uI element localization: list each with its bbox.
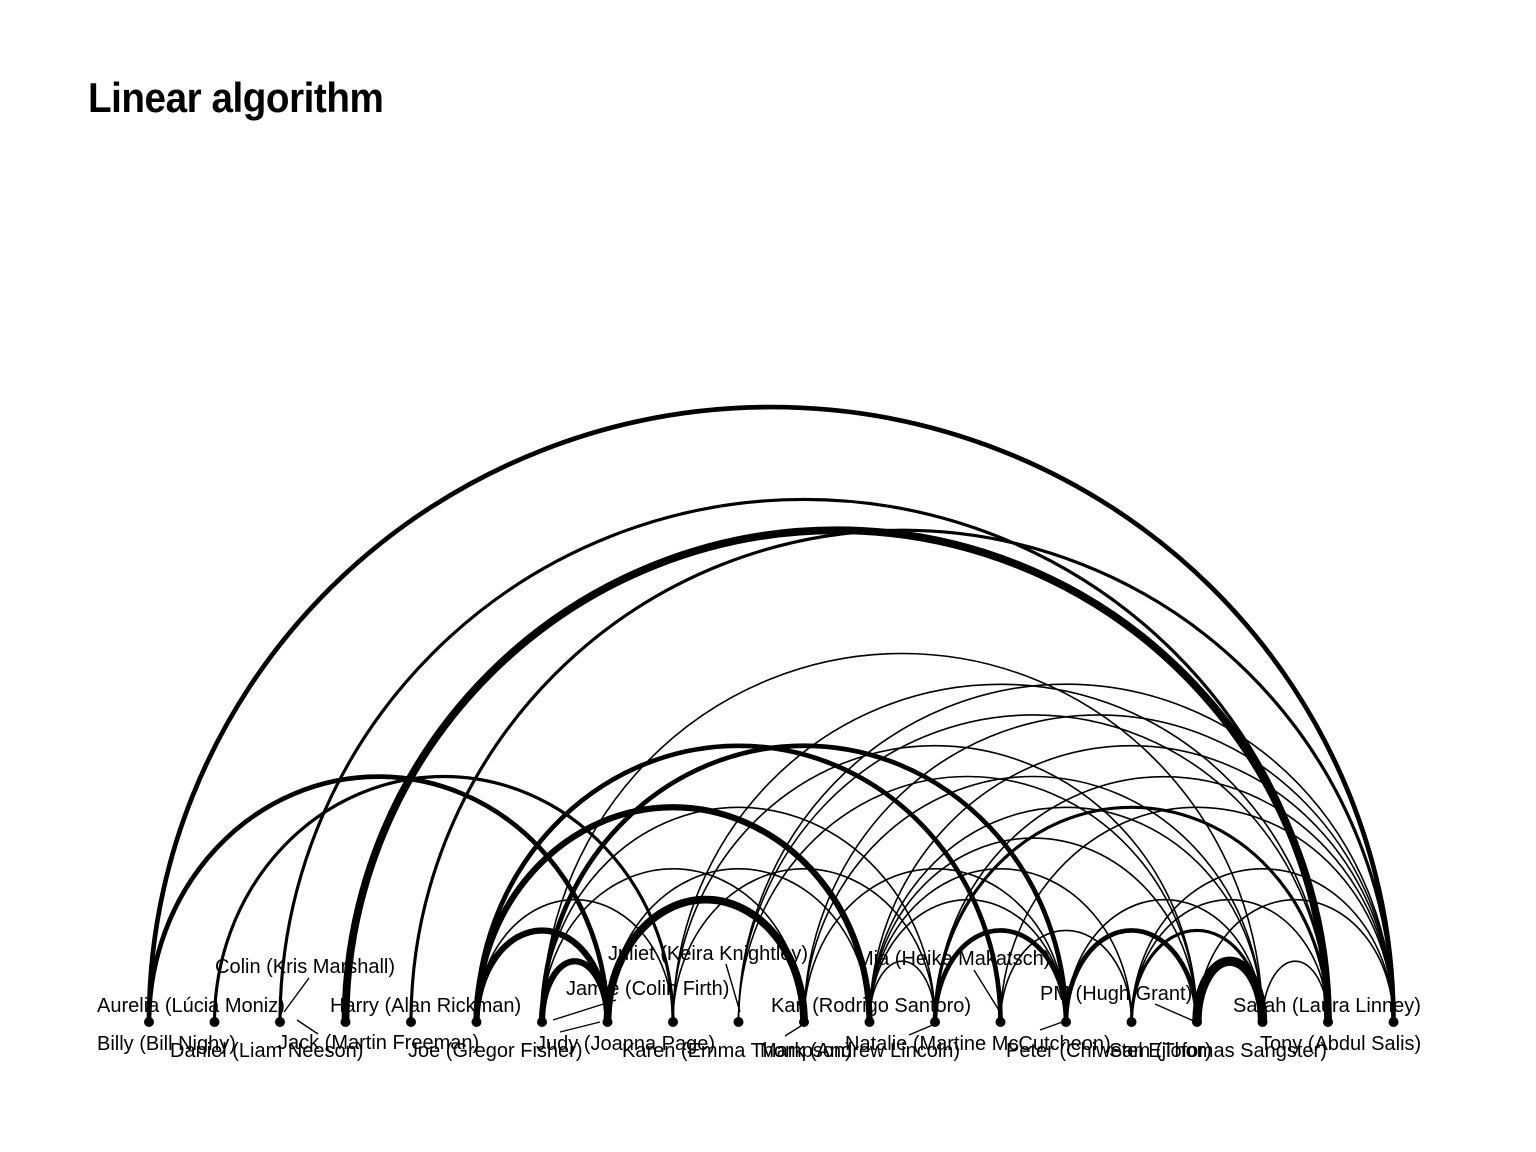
edge-arc-billy-tony (146, 404, 1396, 1023)
node-karen (799, 1017, 809, 1027)
node-label-peter: Peter (Chiwetel Ejiofor) (1006, 1040, 1212, 1062)
edge-arc-joe-sam (541, 652, 1264, 1023)
node-label-tony: Tony (Abdul Salis) (1260, 1033, 1421, 1055)
node-peter (1126, 1017, 1137, 1027)
edge-arc-judy-sarah (672, 683, 1329, 1023)
node-judy (668, 1017, 678, 1027)
node-harry (471, 1017, 482, 1027)
edge-arc-karl-pm (868, 837, 1198, 1023)
label-leader-layer (283, 963, 1197, 1037)
node-joe (537, 1017, 547, 1027)
edge-arc-judy-pm (672, 745, 1198, 1023)
node-aurelia (209, 1017, 220, 1027)
node-label-mia: Mia (Heike Makatsch) (857, 948, 1050, 970)
node-juliet (733, 1017, 744, 1027)
edge-arc-mark-natalie (932, 928, 1069, 1023)
label-leader-colin (283, 977, 310, 1013)
label-leader-jack (296, 1019, 319, 1035)
edge-arc-mark-tony (934, 775, 1395, 1023)
edge-arc-jack-tony (409, 528, 1396, 1023)
node-jamie (602, 1017, 613, 1027)
edge-arc-karen-tony (803, 714, 1395, 1023)
edge-arc-peter-tony (1130, 868, 1395, 1023)
node-label-joe: Joe (Gregor Fisher) (408, 1040, 583, 1062)
node-tony (1388, 1017, 1399, 1027)
node-layer (144, 1017, 1399, 1027)
edge-arc-mia-peter (999, 929, 1133, 1023)
node-label-billy: Billy (Bill Nighy) (97, 1033, 236, 1055)
label-leader-jamie (552, 999, 617, 1021)
edge-arc-peter-sarah (1130, 898, 1329, 1023)
edge-arc-karl-tony (868, 745, 1395, 1023)
node-label-judy: Judy (Joanna Page) (536, 1033, 715, 1055)
edge-arc-jamie-karen (603, 895, 808, 1023)
node-mia (995, 1017, 1006, 1027)
node-jack (406, 1017, 416, 1027)
node-label-juliet: Juliet (Keira Knightley) (608, 943, 808, 965)
node-label-sam: Sam (Thomas Sangster) (1109, 1040, 1327, 1062)
node-label-pm: PM (Hugh Grant) (1040, 983, 1192, 1005)
node-label-jack: Jack (Martin Freeman) (278, 1032, 479, 1054)
label-leader-sam (1154, 1003, 1197, 1023)
node-sarah (1323, 1017, 1333, 1027)
node-natalie (1061, 1017, 1071, 1027)
edge-arc-harry-judy (475, 898, 674, 1023)
node-label-aurelia: Aurelia (Lúcia Moniz) (97, 995, 285, 1017)
edge-arc-karl-peter (868, 868, 1133, 1023)
edge-arc-harry-mia (474, 743, 1003, 1023)
edge-arc-pm-sam (1192, 956, 1268, 1023)
edge-arc-daniel-sarah (341, 526, 1332, 1023)
label-leader-mark (784, 1023, 805, 1037)
edge-arc-mia-tony (999, 806, 1395, 1023)
edge-arc-natalie-sam (1065, 898, 1264, 1023)
label-leader-natalie (908, 1023, 936, 1036)
label-layer: Billy (Bill Nighy) Aurelia (Lúcia Moniz) C… (97, 943, 1421, 1062)
label-leader-juliet (725, 963, 741, 1013)
node-daniel (340, 1017, 351, 1027)
node-label-karen: Karen (Emma Thompson) (622, 1040, 852, 1062)
label-leader-judy (559, 1021, 601, 1033)
edge-arc-judy-mark (672, 868, 936, 1023)
edge-arc-juliet-pm (737, 775, 1198, 1023)
node-label-jamie: Jamie (Colin Firth) (566, 978, 729, 1000)
edge-arc-karl-mark (868, 960, 936, 1023)
node-label-mark: Mark (Andrew Lincoln) (760, 1040, 960, 1062)
edge-arc-joe-natalie (539, 743, 1069, 1023)
node-label-sarah: Sarah (Laura Linney) (1233, 995, 1421, 1017)
edge-arc-pm-tony (1196, 898, 1395, 1023)
node-pm (1192, 1017, 1202, 1027)
edge-arc-aurelia-judy (212, 774, 675, 1023)
node-sam (1257, 1017, 1268, 1027)
edge-arc-mark-sarah (933, 805, 1330, 1023)
node-label-karl: Karl (Rodrigo Santoro) (771, 995, 971, 1017)
edge-arc-karen-sam (803, 775, 1264, 1023)
node-label-daniel: Daniel (Liam Neeson) (170, 1040, 363, 1062)
edge-arc-natalie-pm (1063, 928, 1200, 1023)
edge-arc-joe-karen (541, 868, 805, 1023)
node-label-natalie: Natalie (Martine McCutcheon) (845, 1033, 1111, 1055)
edge-arc-juliet-tony (737, 683, 1395, 1023)
node-colin (275, 1017, 285, 1027)
edge-arc-jamie-karl (606, 868, 871, 1023)
node-karl (864, 1017, 875, 1027)
label-leader-mia (973, 969, 1001, 1013)
chart-title: Linear algorithm (88, 74, 384, 121)
edge-arc-harry-karl (473, 804, 873, 1023)
edge-arc-sam-sarah (1261, 960, 1329, 1023)
edge-layer (146, 404, 1396, 1023)
edge-arc-juliet-sarah (737, 714, 1329, 1023)
node-mark (930, 1017, 940, 1027)
node-label-colin: Colin (Kris Marshall) (215, 956, 395, 978)
node-label-harry: Harry (Alan Rickman) (330, 995, 521, 1017)
node-billy (144, 1017, 154, 1027)
edge-arc-karen-natalie (803, 868, 1067, 1023)
edge-arc-billy-jamie (146, 774, 610, 1023)
